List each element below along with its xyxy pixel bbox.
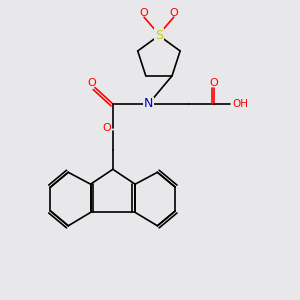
Text: O: O [169,8,178,18]
Text: O: O [102,123,111,133]
Text: O: O [209,77,218,88]
Text: O: O [140,8,148,18]
Text: S: S [155,29,163,42]
Text: OH: OH [233,99,249,109]
Text: N: N [144,98,153,110]
Text: O: O [88,77,96,88]
